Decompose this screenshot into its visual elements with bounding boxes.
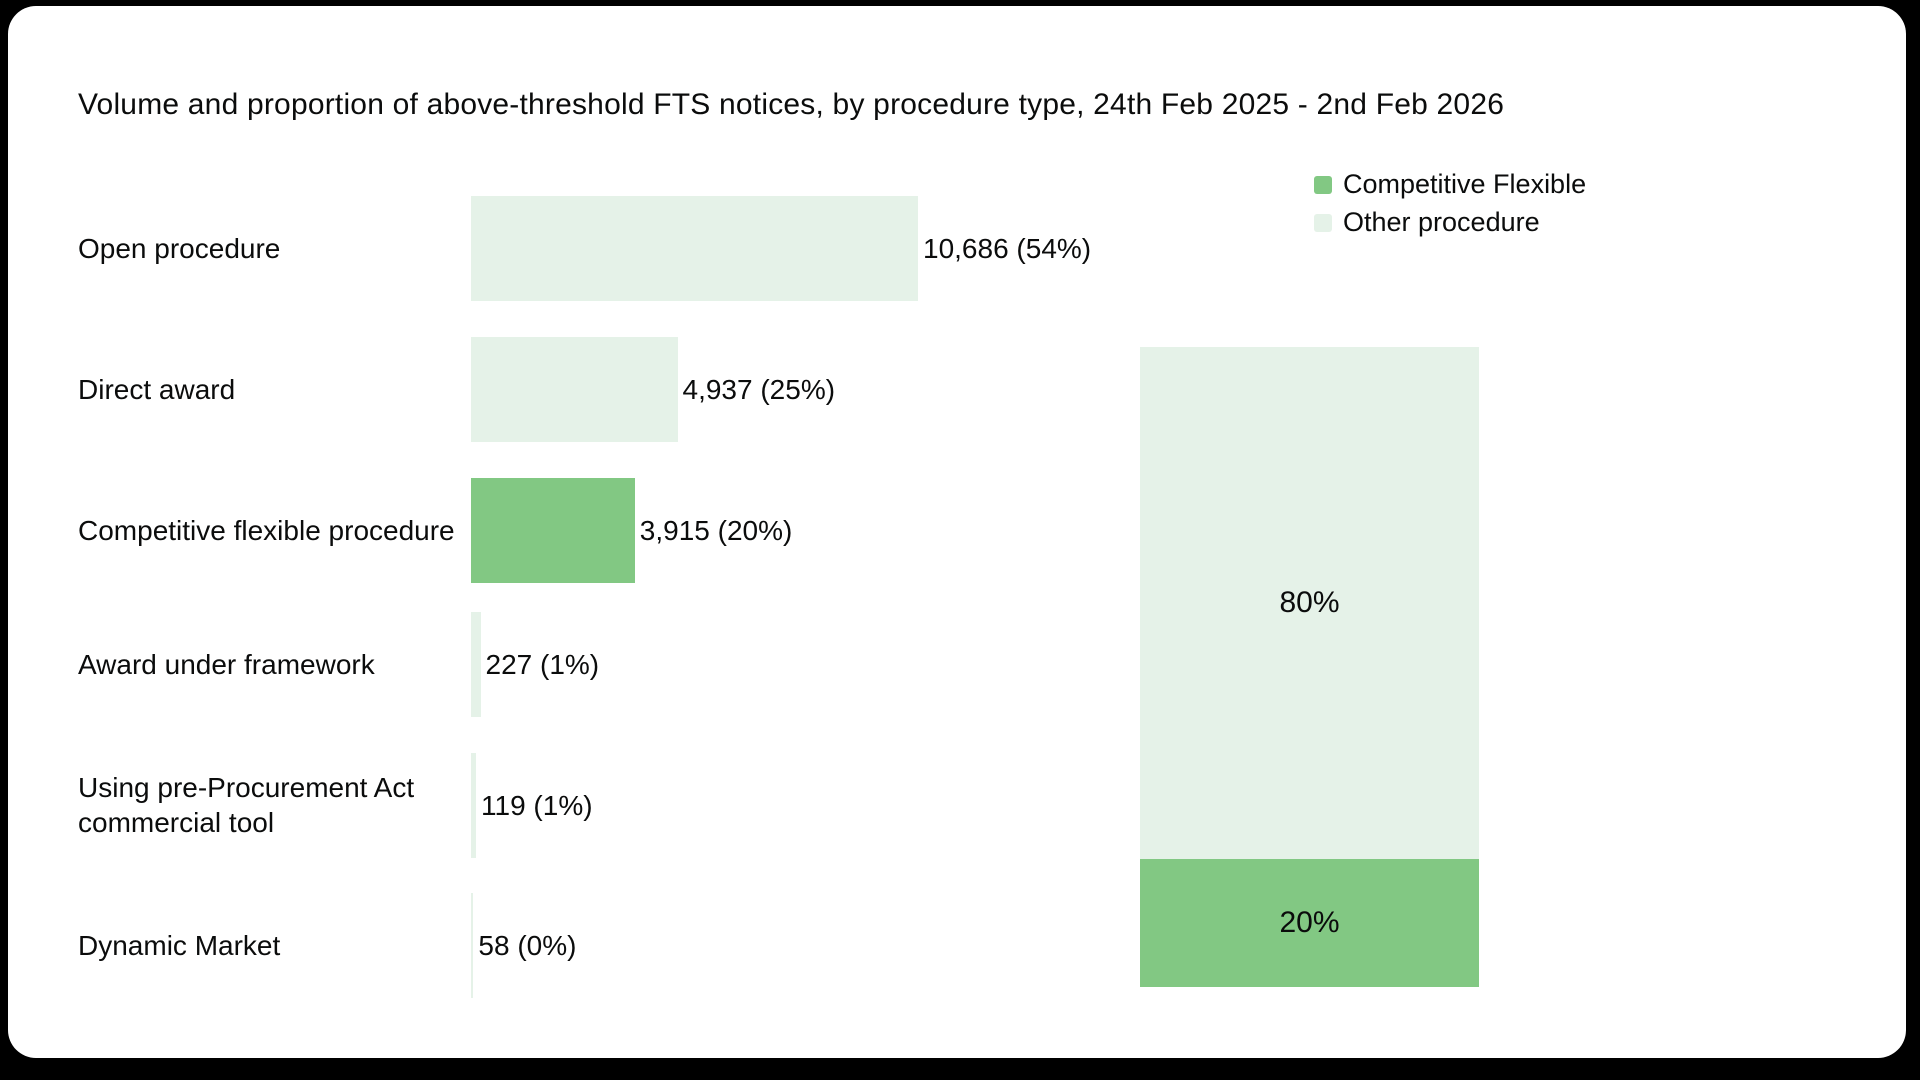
legend-item-other-procedure: Other procedure <box>1314 207 1586 238</box>
value-label: 3,915 (20%) <box>639 514 793 546</box>
category-label: Award under framework <box>78 648 375 680</box>
value-label: 10,686 (54%) <box>923 232 1092 264</box>
value-label: 227 (1%) <box>485 648 600 680</box>
stacked-segment-label: 80% <box>1279 586 1340 619</box>
legend: Competitive Flexible Other procedure <box>1314 169 1586 238</box>
bar-row-dynamic-market: Dynamic Market 58 (0%) <box>8 893 1906 998</box>
legend-swatch-competitive-flexible-icon <box>1314 175 1332 194</box>
bar-row-competitive-flexible-procedure: Competitive flexible procedure 3,915 (20… <box>8 478 1906 583</box>
bar-competitive-flexible-procedure <box>471 478 635 583</box>
category-label: Using pre-Procurement Act commercial too… <box>78 771 415 839</box>
value-label: 4,937 (25%) <box>682 373 836 405</box>
bar-direct-award <box>471 337 678 442</box>
category-label: Dynamic Market <box>78 929 281 961</box>
bar-award-under-framework <box>471 612 481 717</box>
legend-swatch-other-procedure-icon <box>1314 213 1332 232</box>
chart-title: Volume and proportion of above-threshold… <box>78 88 1505 121</box>
category-label: Direct award <box>78 373 236 405</box>
bar-dynamic-market <box>471 893 474 998</box>
stacked-segment-competitive-flexible: 20% <box>1140 859 1479 987</box>
bar-open-procedure <box>471 196 918 301</box>
value-label: 119 (1%) <box>481 789 593 821</box>
bar-row-direct-award: Direct award 4,937 (25%) <box>8 337 1906 442</box>
legend-label: Other procedure <box>1343 207 1540 237</box>
bar-row-open-procedure: Open procedure 10,686 (54%) <box>8 196 1906 301</box>
category-label: Competitive flexible procedure <box>78 514 455 546</box>
stacked-segment-other-procedure: 80% <box>1140 347 1479 859</box>
chart-card: Volume and proportion of above-threshold… <box>8 6 1906 1058</box>
stacked-segment-label: 20% <box>1279 906 1340 939</box>
stacked-proportion-bar: 80% 20% <box>1140 347 1479 987</box>
value-label: 58 (0%) <box>478 929 577 961</box>
legend-label: Competitive Flexible <box>1343 169 1587 199</box>
bar-using-pre-procurement-act-commercial-tool <box>471 753 476 858</box>
legend-item-competitive-flexible: Competitive Flexible <box>1314 169 1586 200</box>
bar-row-award-under-framework: Award under framework 227 (1%) <box>8 612 1906 717</box>
bar-row-using-pre-procurement-act-commercial-tool: Using pre-Procurement Act commercial too… <box>8 753 1906 858</box>
category-label: Open procedure <box>78 232 281 264</box>
